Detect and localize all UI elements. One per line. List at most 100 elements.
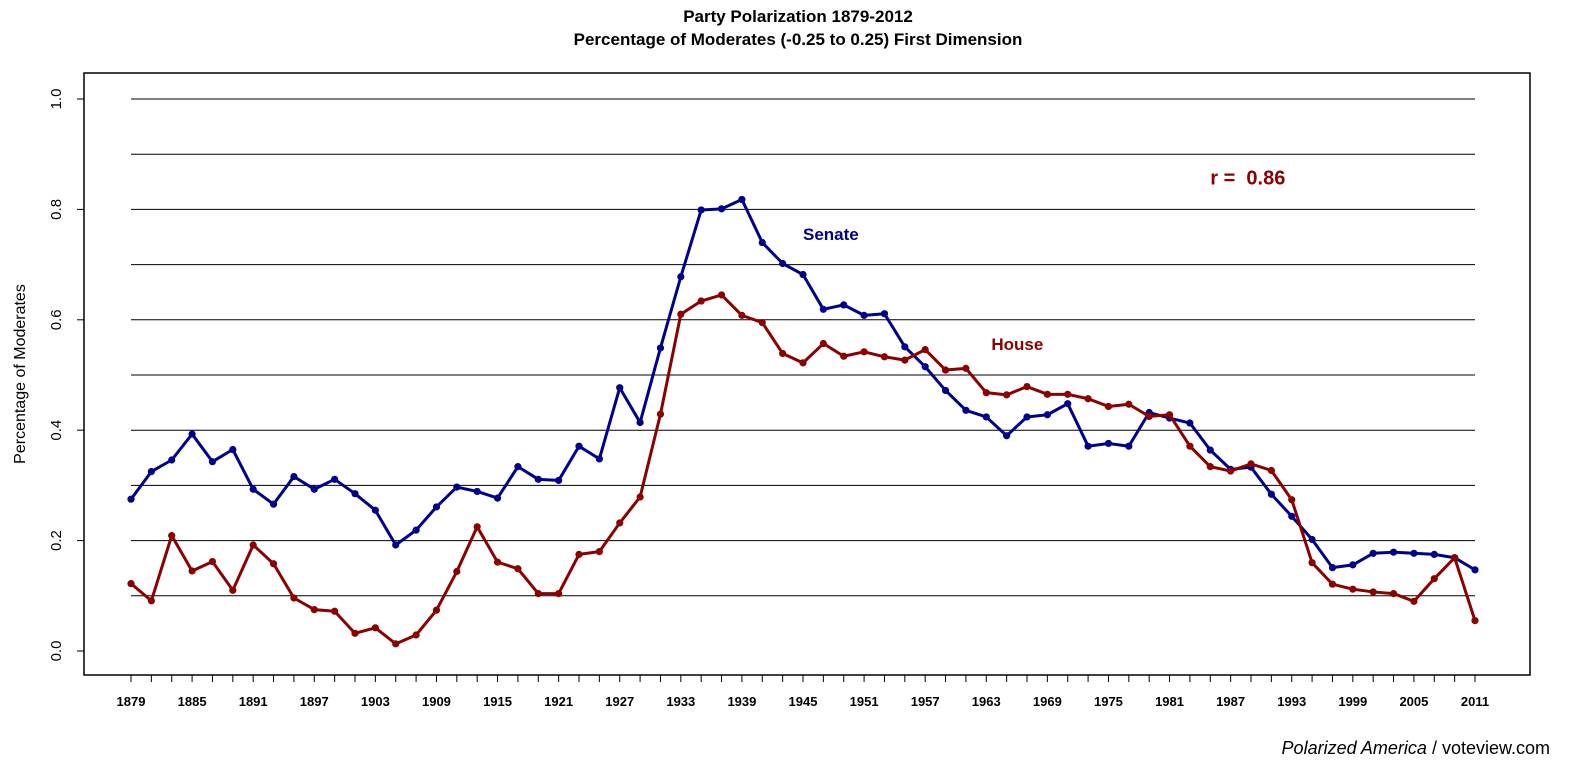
house-point: [860, 348, 868, 356]
senate-point: [188, 430, 196, 438]
series-layer: [127, 195, 1479, 648]
house-point: [1145, 412, 1153, 420]
correlation-annotation: r = 0.86: [1210, 168, 1285, 190]
y-tick-label: 0.0: [48, 641, 65, 662]
senate-point: [1125, 442, 1133, 450]
house-point: [1186, 442, 1194, 450]
senate-point: [168, 456, 176, 464]
house-point: [697, 297, 705, 305]
senate-point: [982, 413, 990, 421]
x-tick-label: 1981: [1155, 694, 1184, 709]
house-point: [229, 586, 237, 594]
x-tick-label: 1993: [1277, 694, 1306, 709]
house-point: [758, 318, 766, 327]
house-point: [1267, 466, 1275, 475]
house-point: [677, 310, 685, 318]
senate-point: [1328, 564, 1337, 572]
senate-point: [331, 475, 339, 483]
house-point: [1247, 460, 1255, 468]
x-tick-label: 1903: [361, 694, 390, 709]
house-point: [717, 291, 726, 299]
senate-point: [1084, 442, 1092, 450]
house-point: [840, 352, 848, 360]
house-series: [127, 291, 1479, 648]
y-tick-label: 0.8: [48, 199, 65, 220]
x-tick-label: 1975: [1094, 694, 1123, 709]
senate-point: [595, 455, 603, 463]
senate-point: [840, 301, 848, 309]
senate-point: [717, 205, 726, 213]
house-point: [208, 557, 217, 566]
senate-point: [534, 475, 542, 483]
chart-title: Party Polarization 1879-2012: [683, 7, 913, 26]
x-tick-label: 1945: [789, 694, 818, 709]
senate-point: [901, 343, 909, 351]
credit-source: Polarized America: [1281, 738, 1427, 758]
senate-point: [677, 273, 685, 281]
senate-point: [819, 305, 827, 313]
senate-point: [1043, 411, 1051, 419]
senate-point: [1104, 439, 1113, 448]
house-point: [799, 359, 807, 367]
y-tick-label: 0.2: [48, 530, 65, 551]
x-tick-label: 1885: [178, 694, 207, 709]
house-point: [1471, 617, 1479, 625]
senate-point: [779, 259, 787, 268]
house-point: [616, 519, 624, 527]
house-point: [1084, 395, 1092, 403]
house-point: [1389, 589, 1398, 598]
x-tick-label: 1933: [666, 694, 695, 709]
senate-point: [1288, 512, 1296, 520]
senate-series: [127, 195, 1479, 574]
x-tick-label: 1879: [117, 694, 146, 709]
house-label: House: [991, 335, 1043, 354]
house-point: [127, 580, 135, 588]
house-point: [738, 311, 746, 319]
house-point: [534, 589, 542, 598]
house-point: [453, 567, 461, 576]
senate-point: [208, 458, 217, 466]
senate-point: [310, 485, 318, 493]
senate-point: [697, 206, 705, 214]
x-tick-label: 1897: [300, 694, 329, 709]
y-tick-label: 0.6: [48, 309, 65, 330]
senate-point: [269, 500, 278, 508]
senate-point: [616, 384, 624, 392]
senate-point: [249, 485, 257, 493]
house-point: [982, 389, 990, 397]
senate-point: [147, 468, 155, 476]
senate-point: [1308, 535, 1316, 544]
x-tick-label: 1951: [850, 694, 879, 709]
senate-point: [1206, 446, 1214, 454]
house-point: [1451, 554, 1459, 562]
house-point: [1308, 559, 1316, 567]
x-tick-label: 1957: [911, 694, 940, 709]
source-credit: Polarized America / voteview.com: [1282, 738, 1550, 759]
senate-point: [1471, 566, 1479, 574]
house-point: [555, 589, 563, 598]
senate-line: [129, 197, 1476, 572]
house-point: [331, 607, 339, 615]
senate-point: [1186, 419, 1194, 427]
senate-point: [1023, 413, 1031, 421]
house-point: [1369, 588, 1377, 596]
senate-point: [575, 442, 583, 450]
y-tick-label: 1.0: [48, 89, 65, 110]
house-point: [493, 558, 502, 566]
house-point: [819, 339, 827, 348]
house-point: [1227, 467, 1235, 475]
x-tick-label: 2005: [1399, 694, 1428, 709]
annotations: Senate House r = 0.86: [803, 168, 1285, 355]
house-point: [168, 532, 176, 540]
house-point: [392, 640, 400, 648]
senate-point: [229, 445, 237, 454]
house-point: [595, 548, 603, 556]
x-tick-label: 1915: [483, 694, 512, 709]
house-point: [962, 364, 970, 372]
house-point: [1430, 575, 1438, 583]
senate-point: [758, 238, 766, 247]
senate-point: [738, 195, 746, 204]
house-point: [1165, 411, 1174, 419]
house-point: [1125, 400, 1133, 408]
plot-frame: [83, 72, 1531, 676]
